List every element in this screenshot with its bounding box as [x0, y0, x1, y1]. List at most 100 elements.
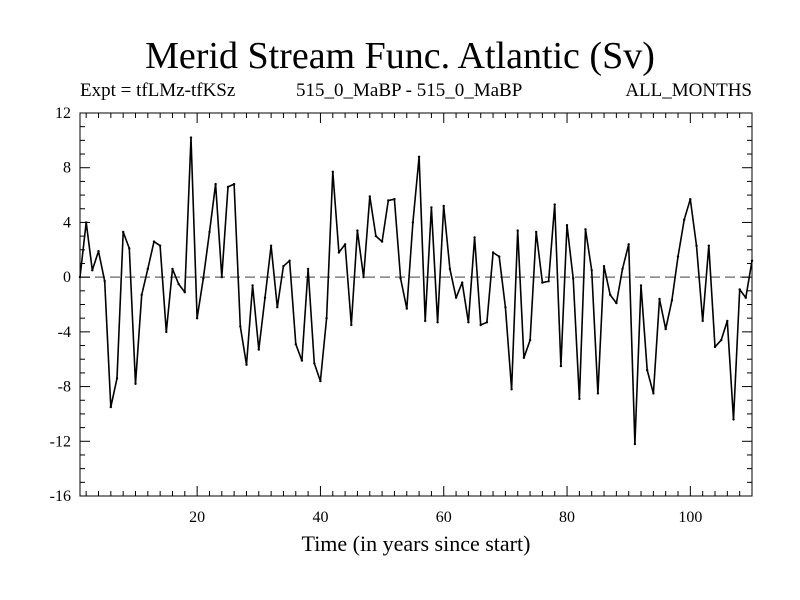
data-point [646, 369, 649, 372]
y-tick-label: -12 [50, 433, 71, 450]
data-point [726, 319, 729, 323]
x-tick-label: 80 [559, 509, 575, 526]
data-point [239, 325, 242, 328]
data-point [553, 203, 556, 206]
data-point [103, 280, 106, 283]
data-point [479, 323, 482, 327]
data-point [245, 363, 248, 366]
data-point [683, 218, 686, 221]
data-point [380, 240, 384, 243]
data-point [615, 301, 618, 305]
data-point [596, 392, 600, 395]
data-point [374, 234, 378, 238]
data-point [171, 267, 174, 271]
data-point [109, 405, 113, 409]
data-point [572, 277, 575, 280]
data-point [516, 229, 519, 232]
data-point [214, 182, 217, 186]
data-point [720, 338, 723, 342]
data-point [134, 382, 137, 385]
data-point [122, 230, 125, 234]
series-line [79, 136, 753, 445]
data-point [313, 362, 316, 365]
data-point [362, 275, 365, 279]
data-point [448, 267, 452, 271]
data-point [177, 282, 180, 286]
data-point [430, 206, 433, 209]
plot-frame [79, 112, 753, 497]
data-point [350, 323, 353, 327]
data-point [115, 377, 119, 380]
data-point [559, 364, 563, 368]
x-tick-label: 60 [436, 509, 452, 526]
data-point [578, 397, 581, 401]
data-point [535, 230, 538, 234]
data-point [300, 359, 304, 362]
data-point [547, 280, 550, 283]
data-point [652, 392, 655, 395]
data-point [306, 267, 310, 271]
data-point [565, 224, 569, 227]
data-point [294, 343, 297, 346]
data-point [510, 388, 513, 391]
x-axis-label: Time (in years since start) [301, 531, 531, 556]
data-point [232, 182, 236, 186]
experiment-label: Expt = tfLMz-tfKSz [80, 80, 236, 101]
data-point [202, 277, 205, 280]
data-point [473, 236, 476, 239]
data-point [276, 306, 279, 309]
x-tick-label: 40 [312, 509, 328, 526]
data-point [140, 293, 143, 297]
data-point [325, 317, 328, 320]
data-point [676, 255, 680, 258]
data-point [504, 306, 507, 309]
data-point [541, 281, 544, 284]
data-point [165, 330, 168, 334]
data-point [442, 204, 445, 208]
data-point [664, 327, 667, 331]
data-point [195, 317, 199, 320]
data-point [485, 321, 489, 324]
y-tick-label: 12 [55, 105, 71, 122]
data-point [220, 275, 223, 279]
data-point [356, 229, 359, 232]
months-label: ALL_MONTHS [625, 80, 752, 101]
data-point [627, 243, 630, 246]
data-point [91, 269, 94, 272]
x-tick-label: 20 [189, 509, 205, 526]
y-tick-label: -4 [58, 324, 71, 341]
y-tick-label: -16 [50, 488, 71, 505]
data-point [602, 265, 606, 268]
y-tick-label: 0 [63, 269, 71, 286]
data-point [738, 288, 741, 291]
data-point [208, 230, 211, 234]
data-point [399, 277, 402, 280]
data-point [152, 240, 156, 243]
data-point [288, 259, 291, 262]
data-point [146, 267, 149, 271]
data-point [405, 307, 408, 310]
data-point [436, 321, 439, 324]
y-tick-label: -8 [58, 379, 71, 396]
data-point [424, 319, 427, 323]
data-point [226, 185, 230, 189]
data-point [590, 269, 593, 272]
data-point [331, 170, 334, 173]
data-point [337, 251, 341, 254]
data-point [528, 338, 532, 342]
period-label: 515_0_MaBP - 515_0_MaBP [296, 80, 523, 101]
data-point [319, 379, 322, 383]
data-point [393, 198, 396, 201]
data-point [707, 244, 710, 247]
data-point [713, 345, 717, 349]
data-point [658, 297, 661, 301]
data-point [670, 299, 674, 302]
data-point [183, 291, 186, 294]
data-point [158, 244, 162, 247]
data-point [621, 267, 624, 271]
data-point [639, 284, 643, 287]
data-point [368, 195, 371, 198]
data-point [97, 250, 100, 253]
data-point [251, 284, 254, 287]
